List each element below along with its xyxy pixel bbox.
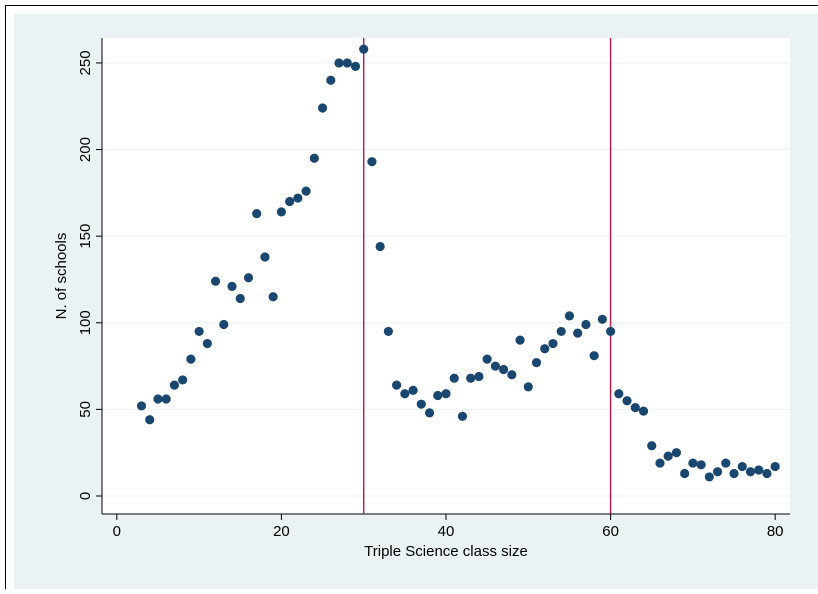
y-axis-title: N. of schools bbox=[53, 233, 70, 320]
point bbox=[697, 460, 706, 469]
point bbox=[499, 365, 508, 374]
point bbox=[565, 311, 574, 320]
point bbox=[162, 394, 171, 403]
x-tick-label: 80 bbox=[767, 523, 784, 540]
point bbox=[680, 469, 689, 478]
point bbox=[145, 415, 154, 424]
point bbox=[326, 76, 335, 85]
point bbox=[450, 374, 459, 383]
point bbox=[252, 209, 261, 218]
point bbox=[672, 448, 681, 457]
point bbox=[639, 407, 648, 416]
point bbox=[590, 351, 599, 360]
point bbox=[301, 187, 310, 196]
point bbox=[524, 382, 533, 391]
point bbox=[771, 462, 780, 471]
point bbox=[515, 335, 524, 344]
point bbox=[351, 62, 360, 71]
point bbox=[631, 403, 640, 412]
point bbox=[203, 339, 212, 348]
point bbox=[318, 103, 327, 112]
y-tick-label: 50 bbox=[77, 401, 94, 418]
y-tick-label: 250 bbox=[77, 50, 94, 75]
point bbox=[285, 197, 294, 206]
point bbox=[153, 394, 162, 403]
x-tick-label: 60 bbox=[602, 523, 619, 540]
y-tick-label: 150 bbox=[77, 224, 94, 249]
point bbox=[211, 277, 220, 286]
point bbox=[532, 358, 541, 367]
plot-region bbox=[102, 38, 790, 514]
point bbox=[622, 396, 631, 405]
point bbox=[721, 458, 730, 467]
x-tick-label: 40 bbox=[438, 523, 455, 540]
point bbox=[408, 386, 417, 395]
point bbox=[738, 462, 747, 471]
point bbox=[507, 370, 516, 379]
point bbox=[491, 361, 500, 370]
point bbox=[293, 193, 302, 202]
point bbox=[729, 469, 738, 478]
point bbox=[359, 44, 368, 53]
y-tick-label: 100 bbox=[77, 310, 94, 335]
x-tick-label: 20 bbox=[273, 523, 290, 540]
point bbox=[581, 320, 590, 329]
point bbox=[705, 472, 714, 481]
point bbox=[376, 242, 385, 251]
point bbox=[244, 273, 253, 282]
point bbox=[260, 252, 269, 261]
point bbox=[458, 412, 467, 421]
y-tick-label: 200 bbox=[77, 137, 94, 162]
point bbox=[433, 391, 442, 400]
point bbox=[417, 400, 426, 409]
point bbox=[400, 389, 409, 398]
point bbox=[236, 294, 245, 303]
point bbox=[557, 327, 566, 336]
point bbox=[227, 282, 236, 291]
point bbox=[664, 452, 673, 461]
point bbox=[384, 327, 393, 336]
point bbox=[746, 467, 755, 476]
point bbox=[466, 374, 475, 383]
point bbox=[425, 408, 434, 417]
point bbox=[269, 292, 278, 301]
point bbox=[598, 315, 607, 324]
point bbox=[170, 381, 179, 390]
point bbox=[343, 58, 352, 67]
point bbox=[310, 154, 319, 163]
point bbox=[367, 157, 376, 166]
point bbox=[606, 327, 615, 336]
x-axis-title: Triple Science class size bbox=[364, 543, 528, 560]
point bbox=[655, 458, 664, 467]
x-tick-label: 0 bbox=[113, 523, 121, 540]
point bbox=[573, 329, 582, 338]
point bbox=[614, 389, 623, 398]
point bbox=[762, 469, 771, 478]
point bbox=[137, 401, 146, 410]
point bbox=[178, 375, 187, 384]
point bbox=[441, 389, 450, 398]
point bbox=[186, 355, 195, 364]
point bbox=[548, 339, 557, 348]
point bbox=[647, 441, 656, 450]
point bbox=[713, 467, 722, 476]
point bbox=[392, 381, 401, 390]
point bbox=[474, 372, 483, 381]
point bbox=[219, 320, 228, 329]
point bbox=[277, 207, 286, 216]
point bbox=[483, 355, 492, 364]
point bbox=[688, 458, 697, 467]
point bbox=[754, 465, 763, 474]
point bbox=[334, 58, 343, 67]
point bbox=[195, 327, 204, 336]
point bbox=[540, 344, 549, 353]
y-tick-label: 0 bbox=[77, 492, 94, 500]
